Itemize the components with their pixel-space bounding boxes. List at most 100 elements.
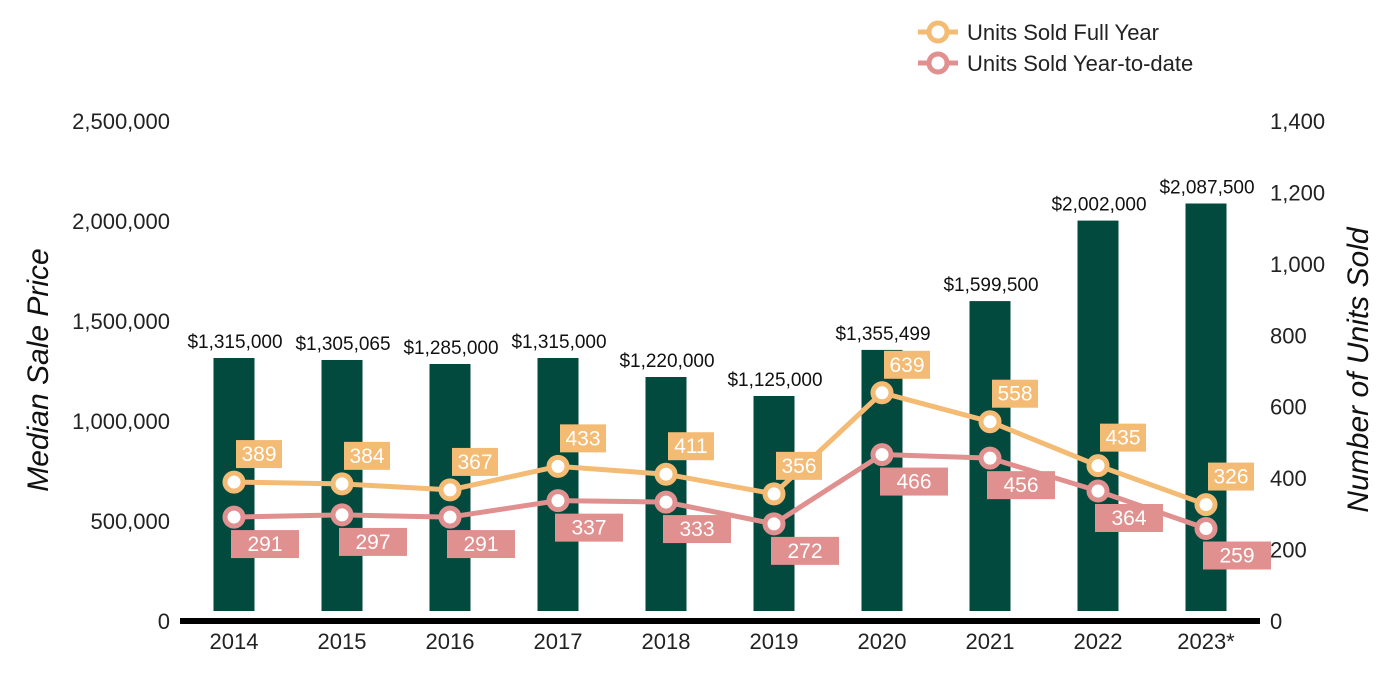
- series-0-point: [222, 470, 246, 494]
- bar-value-label: $1,599,500: [943, 275, 1038, 296]
- y-left-tick-label: 1,500,000: [72, 309, 170, 334]
- axes-layer: 0 500,000 1,000,000 1,500,000 2,000,000 2,500…: [22, 109, 1375, 654]
- x-tick-label: 2016: [426, 629, 475, 654]
- bar-value-label: $1,220,000: [619, 351, 714, 372]
- series-1-value-box: [987, 471, 1055, 500]
- y-right-tick-label: 1,000: [1270, 252, 1325, 277]
- x-tick-label: 2019: [750, 629, 799, 654]
- y-right-axis-title: Number of Units Sold: [1342, 226, 1375, 512]
- y-left-axis-title: Median Sale Price: [22, 248, 55, 491]
- series-0-value-box: [344, 441, 390, 470]
- series-1-value-box: [447, 530, 515, 559]
- series-1-value-box: [555, 513, 623, 542]
- legend: Units Sold Full Year Units Sold Year-to-d…: [918, 20, 1193, 76]
- y-right-tick-label: 1,200: [1270, 180, 1325, 205]
- series-0-point: [654, 462, 678, 486]
- series-0-point: [546, 454, 570, 478]
- x-tick-label: 2021: [966, 629, 1015, 654]
- y-left-tick-label: 0: [158, 609, 170, 634]
- series-0-value-label: 356: [781, 455, 816, 478]
- series-0-value-label: 433: [565, 427, 600, 450]
- legend-label: Units Sold Year-to-date: [967, 51, 1193, 76]
- x-tick-label: 2018: [642, 629, 691, 654]
- y-right-tick-label: 200: [1270, 538, 1307, 563]
- series-1-point: [654, 490, 678, 514]
- series-1-value-label: 466: [896, 471, 931, 494]
- series-0-value-label: 558: [997, 383, 1032, 406]
- series-1-value-label: 291: [247, 533, 282, 556]
- bar-value-label: $1,315,000: [511, 332, 606, 353]
- series-0-value-label: 639: [889, 354, 924, 377]
- series-1-value-label: 333: [679, 518, 714, 541]
- series-1-value-label: 297: [355, 531, 390, 554]
- series-0-value-box: [776, 451, 822, 480]
- series-0-value-label: 411: [674, 435, 707, 458]
- bar-value-label: $2,002,000: [1051, 195, 1146, 216]
- bar-2022: [1077, 220, 1119, 611]
- series-0-value-box: [452, 447, 498, 476]
- series-1-point: [762, 512, 786, 536]
- series-1-point: [1194, 517, 1218, 540]
- series-0-point: [438, 478, 462, 502]
- series-1-point: [870, 443, 894, 467]
- series-1-value-label: 364: [1111, 507, 1146, 530]
- series-0-value-box: [884, 350, 930, 379]
- series-1-value-label: 272: [787, 540, 822, 563]
- series-1-value-label: 291: [463, 533, 498, 556]
- y-right-tick-label: 0: [1270, 609, 1282, 634]
- series-0-value-box: [668, 432, 714, 461]
- legend-swatch-marker: [926, 51, 950, 75]
- series-0-point: [978, 410, 1002, 434]
- series-1-value-box: [663, 515, 731, 544]
- series-1-value-box: [771, 536, 839, 565]
- y-right-tick-label: 1,400: [1270, 109, 1325, 134]
- x-tick-label: 2017: [534, 629, 583, 654]
- bar-value-label: $1,355,499: [835, 324, 930, 345]
- series-0-value-label: 389: [241, 443, 276, 466]
- series-0-value-box: [992, 379, 1038, 408]
- series-0-point: [1086, 454, 1110, 478]
- bar-value-label: $1,315,000: [187, 332, 282, 353]
- y-left-tick-label: 500,000: [90, 509, 170, 534]
- series-1-point: [978, 446, 1002, 470]
- legend-swatch-marker: [926, 20, 950, 44]
- series-0-point: [870, 381, 894, 405]
- series-1-value-label: 337: [571, 517, 606, 540]
- series-0-value-label: 326: [1213, 466, 1248, 489]
- x-tick-label: 2023*: [1177, 629, 1235, 654]
- y-right-tick-label: 600: [1270, 395, 1307, 420]
- series-0-value-label: 384: [349, 445, 384, 468]
- x-tick-label: 2020: [858, 629, 907, 654]
- series-0-value-label: 435: [1105, 427, 1140, 450]
- series-0-value-label: 367: [457, 451, 492, 474]
- y-left-tick-label: 1,000,000: [72, 409, 170, 434]
- x-tick-label: 2014: [210, 629, 259, 654]
- series-1-value-box: [1095, 504, 1163, 532]
- series-0-point: [1194, 493, 1218, 517]
- series-1-point: [222, 505, 246, 529]
- bar-2017: [537, 358, 579, 611]
- series-0-value-box: [1208, 462, 1254, 491]
- y-left-tick-label: 2,000,000: [72, 209, 170, 234]
- y-right-tick-label: 400: [1270, 466, 1307, 491]
- bar-value-label: $1,305,065: [295, 334, 390, 355]
- series-0-point: [762, 482, 786, 506]
- bar-value-label: $2,087,500: [1159, 178, 1254, 199]
- series-1-point: [438, 505, 462, 529]
- series-0-point: [330, 472, 354, 496]
- series-0-value-box: [560, 424, 606, 453]
- y-right-tick-label: 800: [1270, 323, 1307, 348]
- series-1-value-label: 259: [1219, 545, 1254, 568]
- series-1-point: [330, 503, 354, 527]
- series-0-value-box: [1100, 423, 1146, 452]
- series-0-value-box: [236, 440, 282, 469]
- bar-value-label: $1,285,000: [403, 338, 498, 359]
- series-1-value-box: [880, 467, 948, 496]
- series-line-0: [233, 390, 1207, 507]
- series-1-value-box: [231, 530, 299, 559]
- lines-layer: 389 384 367 433 411 356 639 558 435 326 291 297 291 3…: [222, 350, 1271, 570]
- bar-labels-layer: $1,315,000 $1,305,065 $1,285,000 $1,315,000…: [187, 178, 1254, 392]
- x-tick-label: 2015: [318, 629, 367, 654]
